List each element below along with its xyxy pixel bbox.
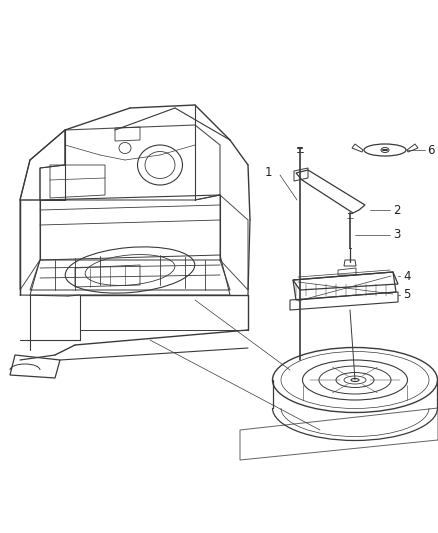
Text: 1: 1 [265,166,272,179]
Text: 2: 2 [393,204,400,216]
Text: 6: 6 [427,143,434,157]
Text: 4: 4 [403,270,410,282]
Text: 3: 3 [393,229,400,241]
Text: 5: 5 [403,288,410,302]
